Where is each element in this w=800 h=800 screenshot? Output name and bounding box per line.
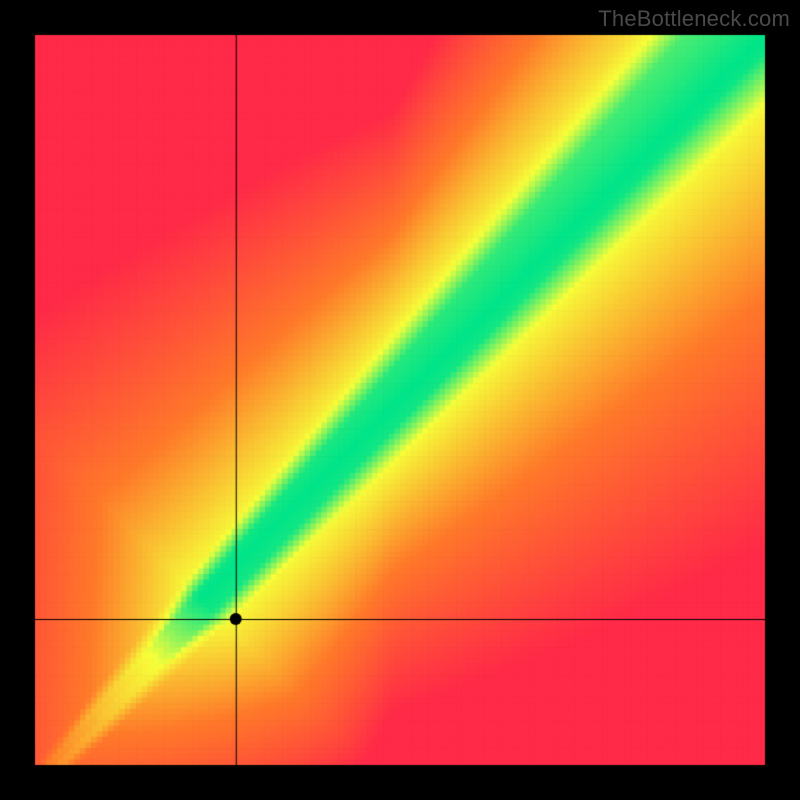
watermark-text: TheBottleneck.com <box>598 6 790 32</box>
chart-container: { "watermark": "TheBottleneck.com", "can… <box>0 0 800 800</box>
heatmap-canvas <box>0 0 800 800</box>
